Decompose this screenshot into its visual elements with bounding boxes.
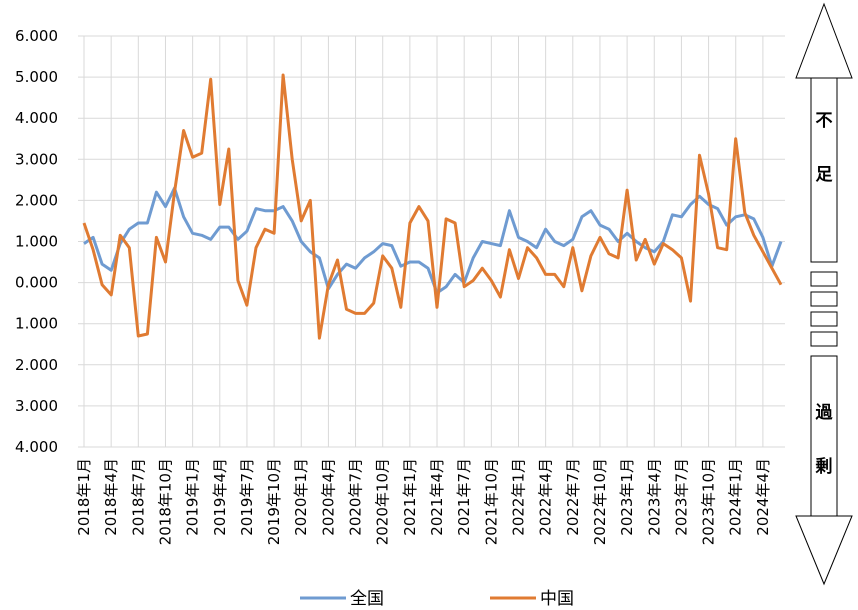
y-tick-label: 5.000 bbox=[15, 68, 58, 86]
legend-label-zenkoku: 全国 bbox=[350, 589, 384, 609]
x-tick-label: 2019年1月 bbox=[184, 458, 202, 536]
y-tick-label: 1.000 bbox=[15, 233, 58, 251]
arrow-gap-box-3 bbox=[810, 311, 838, 327]
arrow-lower-shaft bbox=[810, 355, 838, 517]
x-tick-label: 2020年7月 bbox=[347, 458, 365, 536]
y-tick-label: 4.000 bbox=[15, 109, 58, 127]
x-tick-label: 2018年1月 bbox=[75, 458, 93, 536]
series-lines bbox=[82, 73, 783, 340]
y-tick-label: 6.000 bbox=[15, 27, 58, 45]
label-soku: 足 bbox=[816, 165, 833, 185]
series-line-chugoku bbox=[82, 73, 783, 340]
x-tick-label: 2022年7月 bbox=[564, 458, 582, 536]
y-tick-label: 1.000 bbox=[15, 315, 58, 333]
x-tick-label: 2019年4月 bbox=[211, 458, 229, 536]
y-tick-label: 3.000 bbox=[15, 397, 58, 415]
x-tick-label: 2021年1月 bbox=[401, 458, 419, 536]
x-tick-label: 2022年4月 bbox=[537, 458, 555, 536]
x-tick-label: 2020年10月 bbox=[374, 458, 392, 545]
x-tick-label: 2018年4月 bbox=[102, 458, 120, 536]
legend-label-chugoku: 中国 bbox=[540, 589, 574, 609]
arrow-gap-box-2 bbox=[810, 291, 838, 307]
y-tick-label: 3.000 bbox=[15, 150, 58, 168]
arrow-upper-shaft bbox=[810, 77, 838, 263]
y-tick-label: 2.000 bbox=[15, 191, 58, 209]
x-tick-label: 2021年4月 bbox=[428, 458, 446, 536]
x-axis-ticks: 2018年1月 2018年4月 2018年7月 2018年10月 2019年1月 2019… bbox=[75, 458, 772, 545]
x-tick-label: 2022年1月 bbox=[509, 458, 527, 536]
y-axis-ticks: 6.000 5.000 4.000 3.000 2.000 1.000 0.000 1.000… bbox=[15, 27, 58, 456]
label-jo: 剰 bbox=[815, 457, 833, 477]
label-fu: 不 bbox=[816, 111, 833, 131]
y-tick-label: 2.000 bbox=[15, 356, 58, 374]
x-tick-label: 2023年7月 bbox=[672, 458, 690, 536]
x-tick-label: 2024年1月 bbox=[727, 458, 745, 536]
x-tick-label: 2018年10月 bbox=[156, 458, 174, 545]
shortage-surplus-arrow: 不 足 過 剰 bbox=[795, 2, 853, 586]
arrow-gap-box-4 bbox=[810, 331, 838, 347]
x-tick-label: 2024年4月 bbox=[754, 458, 772, 536]
x-tick-label: 2023年1月 bbox=[618, 458, 636, 536]
x-tick-label: 2023年10月 bbox=[700, 458, 718, 545]
series-line-zenkoku bbox=[83, 186, 783, 295]
x-tick-label: 2021年10月 bbox=[482, 458, 500, 545]
x-tick-label: 2023年4月 bbox=[645, 458, 663, 536]
legend: 全国 中国 bbox=[300, 589, 574, 609]
x-tick-label: 2022年10月 bbox=[591, 458, 609, 545]
y-tick-label: 4.000 bbox=[15, 438, 58, 456]
label-ka: 過 bbox=[816, 403, 834, 423]
arrow-up-head bbox=[795, 2, 853, 79]
y-tick-label: 0.000 bbox=[15, 274, 58, 292]
x-tick-label: 2020年4月 bbox=[319, 458, 337, 536]
arrow-down-head bbox=[795, 515, 853, 586]
x-tick-label: 2019年7月 bbox=[238, 458, 256, 536]
arrow-gap-box-1 bbox=[810, 271, 838, 287]
x-tick-label: 2021年7月 bbox=[455, 458, 473, 536]
x-tick-label: 2019年10月 bbox=[265, 458, 283, 545]
x-tick-label: 2018年7月 bbox=[129, 458, 147, 536]
grid bbox=[78, 35, 785, 448]
x-tick-label: 2020年1月 bbox=[292, 458, 310, 536]
